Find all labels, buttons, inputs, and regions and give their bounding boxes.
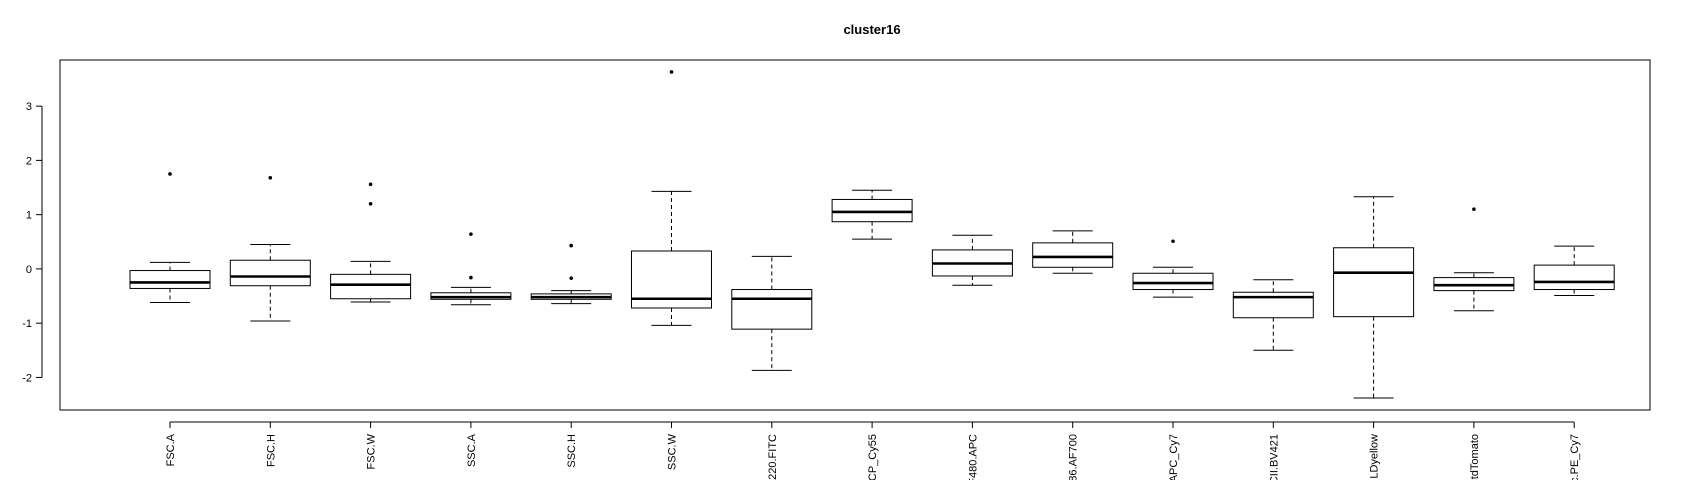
y-axis: -2 -1 0 1 2 3: [22, 101, 43, 384]
box-tdTomato: [1433, 207, 1515, 312]
outlier-point: [669, 70, 674, 74]
x-tick-label: 1c.PE_Cy7: [1569, 434, 1581, 480]
x-tick-label: FSC.A: [165, 433, 177, 466]
box-LDyellow: [1333, 196, 1415, 399]
box-1c.PE_Cy7: [1533, 245, 1615, 297]
box-F480.APC: [931, 234, 1013, 286]
x-tick-label: SSC.A: [466, 433, 478, 467]
outlier-point: [1472, 207, 1476, 212]
box-D86.AF700: [1032, 230, 1114, 274]
box-iqr: [1032, 242, 1114, 268]
x-axis: FSC.A FSC.H FSC.W SSC.A SSC.H SSC.W B220.FITC P…: [165, 421, 1581, 485]
outlier-point: [268, 175, 273, 180]
box-iqr: [229, 259, 311, 287]
y-tick-label: 0: [26, 264, 32, 276]
x-tick-label: D86.AF700: [1068, 434, 1080, 480]
outlier-point: [569, 243, 573, 248]
box-HCII.BV421: [1232, 279, 1314, 351]
y-tick-label: 1: [26, 210, 32, 222]
y-tick-label: -2: [22, 372, 32, 384]
x-tick-label: LDyellow: [1369, 434, 1381, 479]
box-SSC.H: [530, 243, 612, 305]
outlier-point: [569, 276, 573, 280]
outlier-point: [368, 182, 373, 187]
box-FSC.H: [229, 175, 311, 322]
box-SSC.W: [631, 70, 712, 326]
plot-frame: [59, 59, 1651, 411]
box-iqr: [1533, 264, 1615, 291]
y-tick-label: -1: [22, 318, 32, 330]
outlier-point: [469, 275, 473, 280]
x-tick-label: FSC.H: [265, 434, 277, 467]
x-tick-label: tdTomato: [1469, 434, 1481, 479]
x-tick-label: ).APC_Cy7: [1168, 434, 1180, 480]
outlier-point: [469, 232, 473, 236]
box-SSC.A: [430, 232, 512, 306]
box-FSC.W: [330, 182, 412, 303]
outlier-point: [368, 201, 373, 206]
box-iqr: [330, 273, 412, 300]
y-tick-label: 3: [26, 101, 32, 113]
box-).APC_Cy7: [1132, 239, 1214, 298]
boxes-layer: [129, 70, 1615, 399]
box-PCP_Cy55: [831, 189, 913, 240]
outlier-point: [168, 172, 172, 176]
box-FSC.A: [129, 172, 211, 304]
x-tick-label: B220.FITC: [767, 434, 779, 480]
box-iqr: [731, 289, 813, 330]
x-tick-label: PCP_Cy55: [867, 434, 879, 480]
box-iqr: [1132, 272, 1214, 291]
y-tick-label: 2: [26, 155, 32, 167]
chart-title: cluster16: [843, 22, 900, 37]
box-iqr: [831, 198, 913, 223]
x-tick-label: F480.APC: [967, 434, 979, 480]
box-B220.FITC: [731, 255, 813, 371]
x-tick-label: SSC.W: [667, 433, 679, 470]
x-tick-label: HCII.BV421: [1268, 434, 1280, 480]
box-iqr: [1333, 247, 1415, 318]
x-tick-label: SSC.H: [566, 434, 578, 468]
x-tick-label: FSC.W: [366, 433, 378, 469]
box-iqr: [129, 270, 211, 289]
outlier-point: [1171, 239, 1175, 244]
